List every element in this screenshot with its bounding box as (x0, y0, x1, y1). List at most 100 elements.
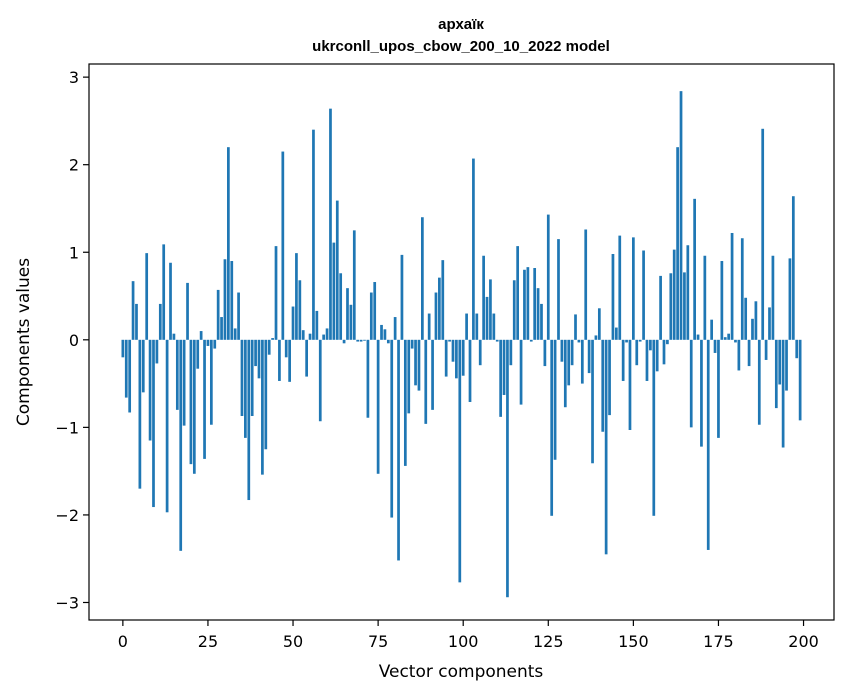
bar-119 (526, 267, 530, 340)
bar-139 (594, 335, 598, 340)
bar-144 (611, 254, 615, 340)
bar-145 (614, 327, 618, 340)
x-tick-label: 150 (618, 632, 649, 651)
bar-11 (158, 303, 162, 340)
bar-124 (543, 339, 547, 367)
y-tick-label: −1 (55, 418, 79, 437)
bar-122 (536, 288, 540, 340)
bar-14 (169, 262, 172, 340)
bar-147 (621, 339, 625, 381)
bar-170 (700, 339, 703, 447)
bar-75 (376, 339, 380, 474)
bar-174 (713, 339, 717, 353)
bar-93 (438, 277, 441, 340)
bar-29 (220, 317, 223, 340)
bar-27 (213, 339, 217, 349)
bar-15 (172, 333, 176, 340)
bar-118 (523, 269, 526, 340)
bar-17 (179, 339, 183, 551)
bar-161 (669, 273, 673, 340)
bar-46 (278, 339, 281, 381)
bar-146 (618, 235, 622, 340)
bar-152 (638, 339, 642, 342)
bar-59 (322, 334, 326, 340)
bar-104 (475, 313, 479, 340)
bar-128 (557, 239, 560, 340)
bar-83 (403, 339, 407, 466)
bar-26 (209, 339, 213, 425)
x-tick-label: 50 (283, 632, 303, 651)
bar-112 (502, 339, 506, 395)
bar-110 (495, 339, 499, 342)
bar-185 (751, 318, 754, 340)
bar-151 (635, 339, 639, 366)
bar-191 (771, 255, 775, 340)
bar-32 (230, 261, 234, 340)
bar-126 (550, 339, 554, 516)
bar-64 (339, 273, 343, 340)
bar-76 (380, 324, 383, 340)
bar-105 (478, 339, 482, 366)
bar-172 (706, 339, 710, 550)
bar-189 (764, 339, 768, 360)
y-tick-label: −2 (55, 506, 79, 525)
bar-133 (574, 314, 577, 340)
bar-7 (145, 253, 149, 340)
bar-66 (346, 288, 349, 340)
bar-175 (717, 339, 720, 438)
x-tick-label: 125 (533, 632, 564, 651)
y-axis-ticks: −3 −2 −1 0 1 2 3 (55, 68, 89, 612)
bar-113 (506, 339, 509, 598)
bar-178 (727, 333, 731, 340)
bar-80 (393, 317, 397, 340)
bar-142 (604, 339, 608, 555)
bar-50 (291, 306, 295, 340)
bar-2 (128, 339, 132, 413)
bar-169 (696, 334, 700, 340)
bar-20 (189, 339, 193, 465)
bar-49 (288, 339, 291, 382)
bar-137 (587, 339, 591, 374)
bar-96 (448, 339, 451, 342)
bar-43 (267, 339, 271, 355)
bar-190 (768, 307, 771, 340)
bar-4 (135, 303, 138, 340)
bar-171 (703, 255, 707, 340)
bar-168 (693, 198, 696, 340)
x-axis-label: Vector components (379, 662, 544, 682)
bar-90 (427, 313, 431, 340)
bar-85 (410, 339, 414, 349)
bar-198 (795, 339, 799, 359)
bar-188 (761, 128, 765, 340)
bar-52 (298, 280, 302, 340)
bar-89 (424, 339, 428, 424)
bar-58 (318, 339, 322, 422)
bar-30 (223, 259, 227, 340)
bar-129 (560, 339, 564, 362)
bar-94 (441, 260, 445, 340)
bar-68 (352, 230, 356, 340)
bar-48 (284, 339, 288, 358)
bar-24 (203, 339, 206, 459)
bar-117 (519, 339, 523, 405)
bar-16 (175, 339, 179, 410)
bar-127 (553, 339, 557, 460)
bar-97 (451, 339, 455, 362)
bar-21 (192, 339, 196, 474)
bar-53 (301, 330, 305, 340)
bar-187 (757, 339, 761, 425)
bar-155 (649, 339, 652, 351)
x-tick-label: 100 (448, 632, 479, 651)
bar-8 (148, 339, 152, 441)
bar-141 (601, 339, 605, 432)
bar-180 (734, 339, 737, 343)
bar-123 (540, 303, 543, 340)
bar-9 (152, 339, 155, 508)
bar-109 (492, 313, 496, 340)
bar-70 (359, 339, 363, 342)
bar-74 (373, 282, 377, 340)
bar-31 (227, 147, 230, 340)
bar-197 (791, 196, 795, 340)
bar-177 (723, 337, 727, 340)
